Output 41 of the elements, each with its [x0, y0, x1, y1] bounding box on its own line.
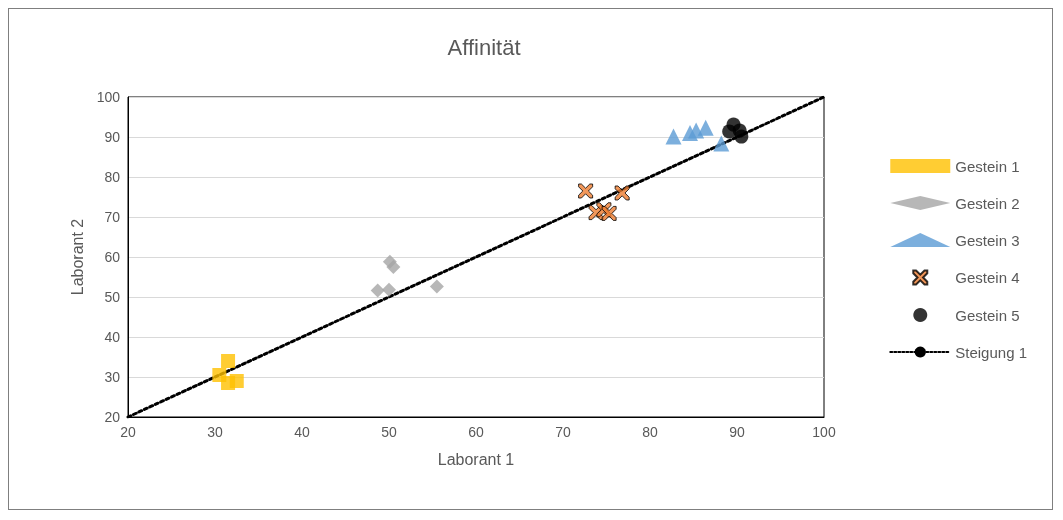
x-axis-title: Laborant 1	[437, 450, 515, 468]
point	[578, 183, 594, 199]
legend-label: Steigung 1	[955, 343, 1028, 361]
point	[601, 205, 617, 221]
point	[221, 354, 236, 368]
point	[713, 135, 730, 152]
y-tick-label: 30	[104, 369, 121, 385]
x-tick-label: 70	[555, 424, 571, 440]
legend-label: Gestein 1	[955, 157, 1020, 175]
point	[221, 376, 236, 390]
legend-label: Gestein 2	[955, 194, 1020, 212]
point	[614, 185, 630, 201]
y-tick-label: 20	[104, 409, 121, 425]
point	[429, 279, 444, 294]
y-tick-label: 80	[104, 169, 121, 185]
point	[697, 119, 714, 136]
y-tick-label: 50	[104, 289, 121, 305]
legend-label: Gestein 3	[955, 231, 1020, 249]
y-tick-label: 70	[104, 209, 121, 225]
x-tick-label: 40	[294, 424, 310, 440]
chart-title: Affinität	[447, 34, 521, 60]
legend-label: Gestein 5	[955, 306, 1020, 324]
x-tick-label: 30	[207, 424, 223, 440]
x-tick-label: 50	[381, 424, 397, 440]
point	[382, 282, 396, 297]
point	[386, 260, 401, 274]
y-axis-title: Laborant 2	[69, 218, 87, 296]
x-tick-label: 100	[812, 424, 836, 440]
x-tick-label: 20	[120, 424, 136, 440]
point	[688, 122, 705, 139]
legend-label: Gestein 4	[955, 269, 1020, 286]
point	[726, 117, 741, 132]
y-tick-label: 90	[104, 129, 121, 145]
y-tick-label: 60	[104, 249, 121, 265]
x-tick-label: 80	[642, 424, 658, 440]
point	[370, 283, 385, 298]
y-tick-label: 40	[104, 329, 121, 345]
x-tick-label: 90	[729, 424, 745, 440]
x-tick-label: 60	[468, 424, 484, 440]
y-tick-label: 100	[96, 89, 121, 105]
point	[665, 128, 682, 145]
